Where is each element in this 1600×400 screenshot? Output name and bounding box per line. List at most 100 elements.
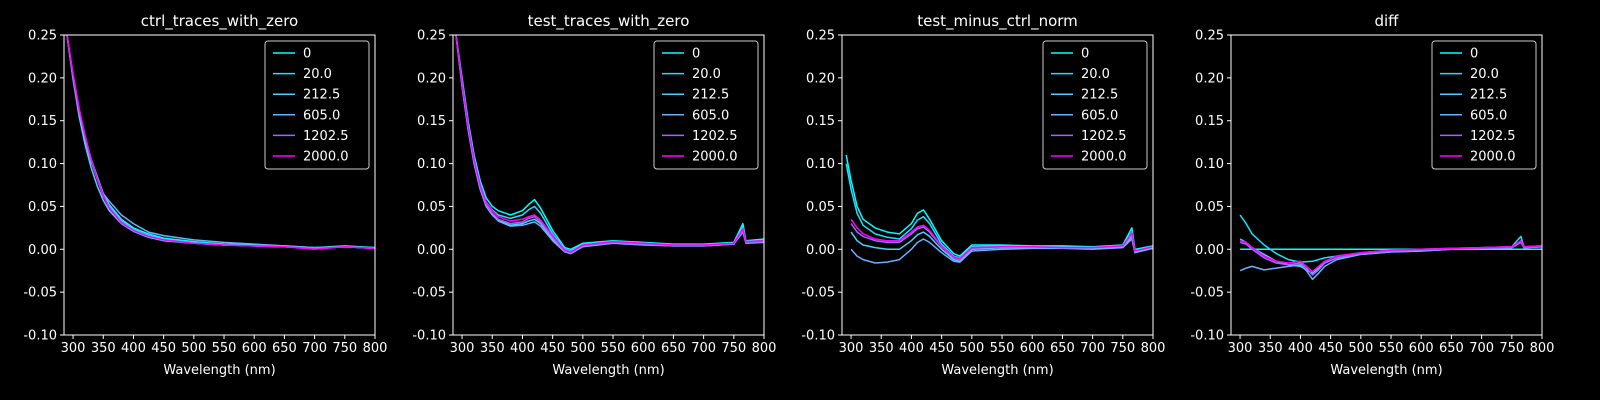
y-tick-label: 0.00: [417, 243, 446, 258]
x-tick-label: 750: [332, 341, 357, 356]
legend-label: 212.5: [303, 88, 340, 103]
y-tick-label: 0.25: [806, 29, 835, 44]
x-tick-label: 300: [61, 341, 86, 356]
x-tick-label: 700: [1080, 341, 1105, 356]
chart-panel-1: 300 350 400 450 500 550 600 650 700 750 800 -0.10 -0…: [412, 12, 776, 378]
y-tick-label: 0.25: [417, 29, 446, 44]
series-line-212.5: [1239, 238, 1542, 275]
legend-label: 1202.5: [1081, 129, 1127, 144]
x-tick-label: 450: [1318, 341, 1343, 356]
legend: 0 20.0 212.5 605.0 1202.5 2000.0: [1431, 40, 1537, 170]
chart-panel-2: 300 350 400 450 500 550 600 650 700 750 800 -0.10 -0…: [801, 12, 1165, 378]
x-tick-label: 400: [510, 341, 535, 356]
plot-frame: [63, 34, 376, 336]
x-tick-label: 600: [1020, 341, 1045, 356]
x-tick-label: 650: [661, 341, 686, 356]
series-line-605.0: [850, 238, 1153, 264]
chart-panel-0: 300 350 400 450 500 550 600 650 700 750 800 -0.10 -0…: [23, 12, 387, 378]
x-tick-label: 400: [899, 341, 924, 356]
y-tick-label: 0.15: [417, 114, 446, 129]
y-tick-label: 0.25: [28, 29, 57, 44]
series-group: [845, 154, 1153, 264]
x-tick-label: 750: [1110, 341, 1135, 356]
x-tick-label: 650: [272, 341, 297, 356]
x-tick-label: 800: [363, 341, 388, 356]
x-tick-label: 550: [601, 341, 626, 356]
y-tick-label: 0.15: [28, 114, 57, 129]
y-tick-label: -0.05: [412, 286, 446, 301]
x-tick-label: 450: [929, 341, 954, 356]
x-tick-label: 800: [1530, 341, 1555, 356]
chart-title: test_traces_with_zero: [528, 12, 690, 31]
y-tick-label: 0.25: [1195, 29, 1224, 44]
x-tick-label: 550: [990, 341, 1015, 356]
series-line-1202.5: [850, 223, 1153, 261]
x-axis-label: Wavelength (nm): [552, 363, 664, 378]
y-tick-label: 0.05: [806, 200, 835, 215]
plot-frame: [841, 34, 1154, 336]
y-tick-label: 0.00: [1195, 243, 1224, 258]
y-tick-label: 0.10: [28, 157, 57, 172]
legend-label: 20.0: [303, 67, 332, 82]
chart-title: ctrl_traces_with_zero: [141, 12, 298, 31]
y-tick-label: 0.15: [1195, 114, 1224, 129]
legend-label: 212.5: [692, 88, 729, 103]
y-tick-label: 0.00: [28, 243, 57, 258]
legend-label: 2000.0: [692, 150, 738, 165]
series-line-1202.5: [455, 35, 764, 254]
y-tick-label: -0.10: [1190, 329, 1224, 344]
legend-label: 0: [692, 47, 700, 62]
x-tick-label: 600: [242, 341, 267, 356]
y-tick-label: -0.05: [23, 286, 57, 301]
x-tick-label: 650: [1050, 341, 1075, 356]
x-tick-label: 550: [1379, 341, 1404, 356]
legend-label: 605.0: [303, 108, 340, 123]
x-tick-label: 600: [1409, 341, 1434, 356]
legend-label: 20.0: [1470, 67, 1499, 82]
y-tick-label: -0.05: [1190, 286, 1224, 301]
legend-label: 212.5: [1081, 88, 1118, 103]
y-tick-label: 0.00: [806, 243, 835, 258]
y-tick-label: -0.10: [412, 329, 446, 344]
legend-label: 2000.0: [1081, 150, 1127, 165]
x-tick-label: 600: [631, 341, 656, 356]
legend-label: 20.0: [692, 67, 721, 82]
series-line-2000.0: [455, 35, 764, 253]
series-line-0: [845, 154, 1153, 257]
y-tick-label: -0.10: [801, 329, 835, 344]
y-tick-label: -0.05: [801, 286, 835, 301]
x-tick-label: 800: [752, 341, 777, 356]
plot-frame: [452, 34, 765, 336]
legend-label: 605.0: [1081, 108, 1118, 123]
y-tick-label: 0.20: [1195, 71, 1224, 86]
x-tick-label: 500: [959, 341, 984, 356]
legend-label: 1202.5: [1470, 129, 1516, 144]
series-line-20.0: [845, 163, 1153, 259]
x-axis-label: Wavelength (nm): [163, 363, 275, 378]
series-group: [455, 35, 764, 255]
legend-label: 2000.0: [1470, 150, 1516, 165]
series-group: [1239, 214, 1542, 281]
legend: 0 20.0 212.5 605.0 1202.5 2000.0: [264, 40, 370, 170]
x-tick-label: 300: [839, 341, 864, 356]
legend-label: 1202.5: [303, 129, 349, 144]
series-group: [66, 35, 375, 251]
y-tick-label: 0.10: [417, 157, 446, 172]
x-tick-label: 350: [1258, 341, 1283, 356]
legend-label: 605.0: [1470, 108, 1507, 123]
x-tick-label: 550: [212, 341, 237, 356]
plot-frame: [1230, 34, 1543, 336]
series-line-2000.0: [850, 218, 1153, 260]
x-tick-label: 700: [302, 341, 327, 356]
legend-label: 212.5: [1470, 88, 1507, 103]
y-tick-label: 0.20: [417, 71, 446, 86]
series-line-2000.0: [66, 35, 375, 251]
chart-panel-3: 300 350 400 450 500 550 600 650 700 750 800 -0.10 -0…: [1190, 12, 1554, 378]
x-tick-label: 350: [91, 341, 116, 356]
legend: 0 20.0 212.5 605.0 1202.5 2000.0: [653, 40, 759, 170]
x-tick-label: 400: [1288, 341, 1313, 356]
x-tick-label: 700: [691, 341, 716, 356]
series-line-2000.0: [1239, 239, 1542, 273]
